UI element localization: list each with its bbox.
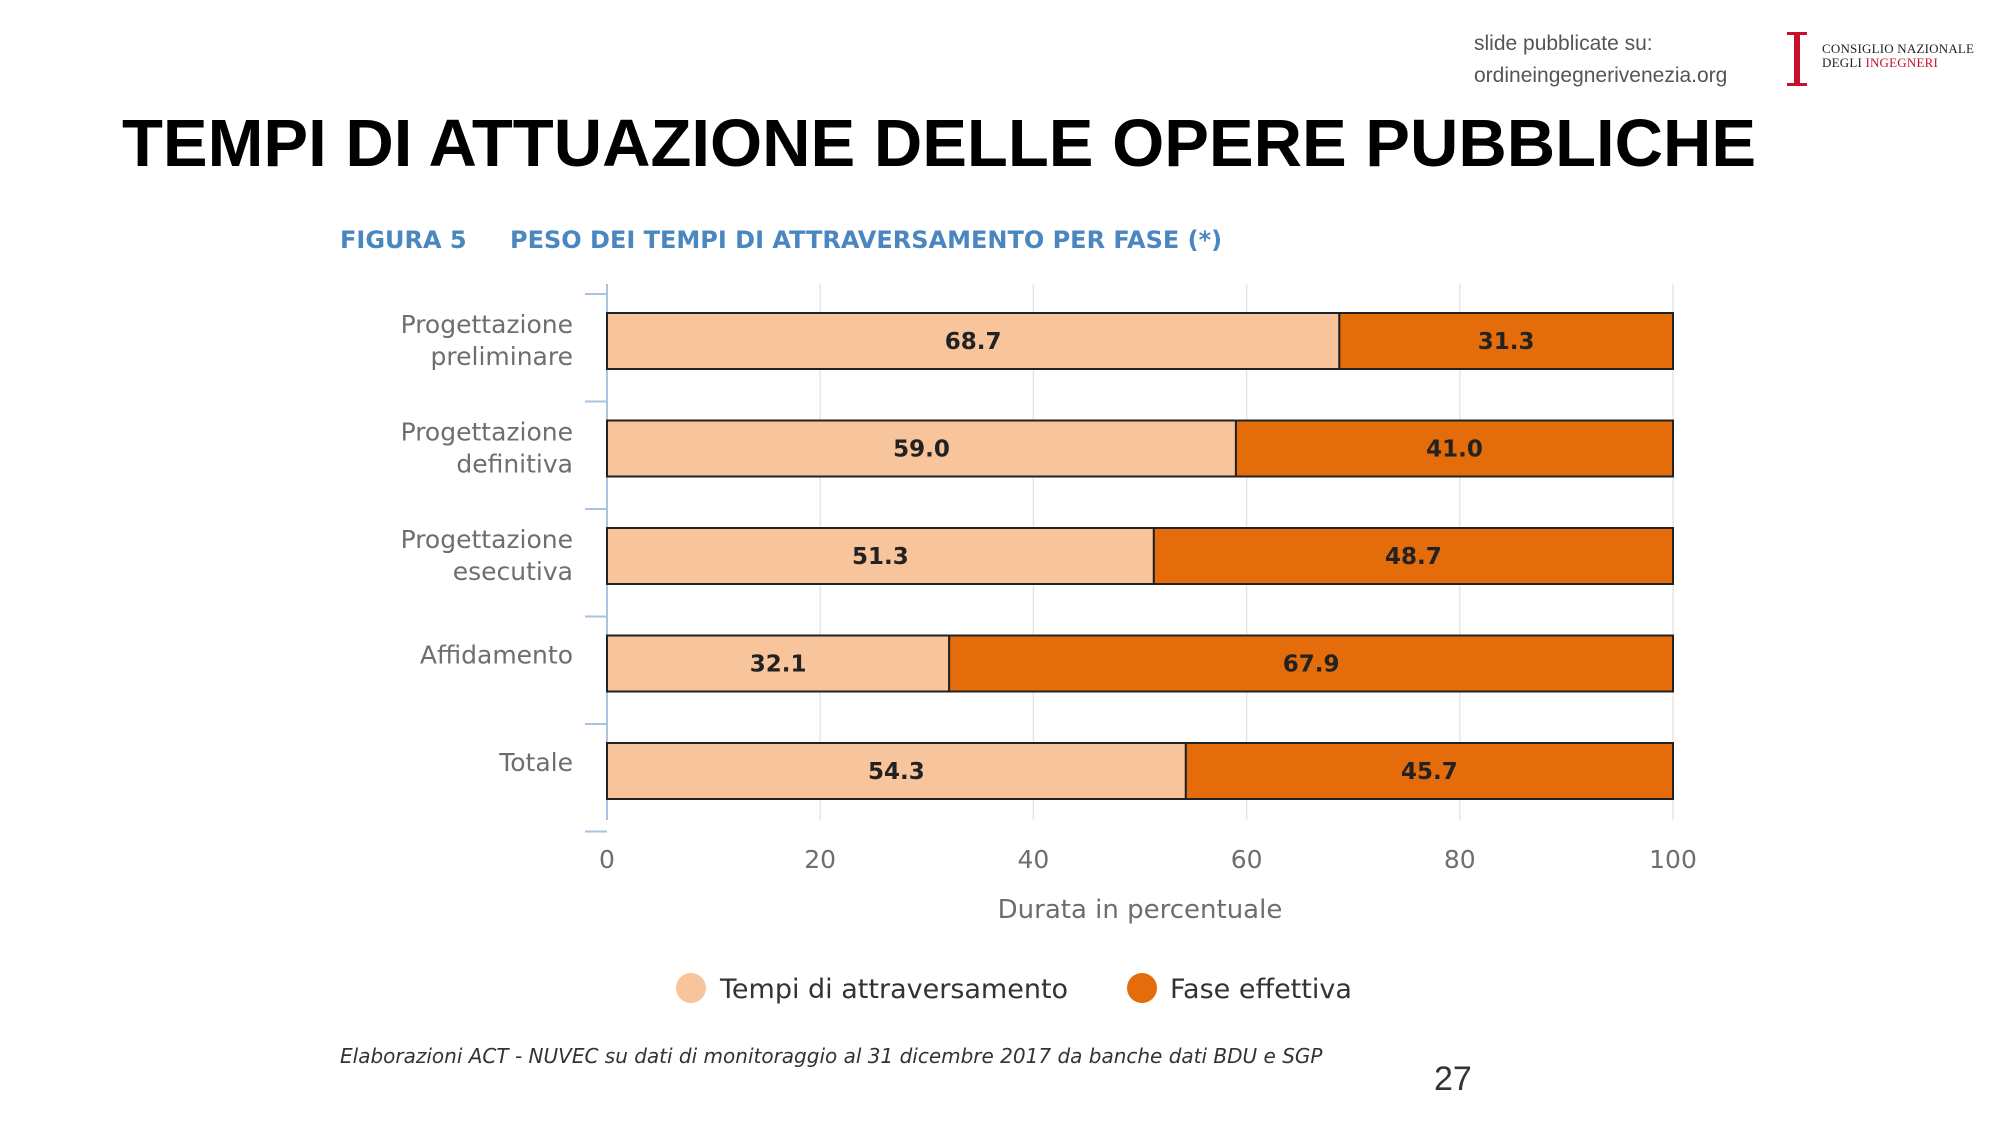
data-label: 51.3 bbox=[852, 544, 909, 570]
data-label: 31.3 bbox=[1478, 329, 1535, 355]
category-label: esecutiva bbox=[453, 557, 573, 586]
bar-tempi-attraversamento bbox=[606, 419, 1237, 478]
logo-line-2b: INGEGNERI bbox=[1865, 55, 1939, 70]
category-label: Progettazione bbox=[401, 418, 573, 447]
x-tick-label: 40 bbox=[1017, 845, 1049, 874]
x-tick-label: 100 bbox=[1649, 845, 1697, 874]
legend-label: Tempi di attraversamento bbox=[719, 974, 1068, 1005]
data-label: 54.3 bbox=[868, 759, 925, 785]
bar-fase-effettiva bbox=[1152, 527, 1675, 585]
bar-fase-effettiva bbox=[1338, 312, 1675, 370]
source-url[interactable]: ordineingegnerivenezia.org bbox=[1474, 64, 1728, 87]
data-label: 45.7 bbox=[1401, 759, 1458, 785]
legend-marker bbox=[676, 973, 706, 1003]
data-label: 41.0 bbox=[1426, 437, 1483, 463]
bar-fase-effettiva bbox=[1234, 419, 1674, 478]
logo-line-1: CONSIGLIO NAZIONALE bbox=[1822, 41, 1975, 56]
cni-logo-text: CONSIGLIO NAZIONALE DEGLI INGEGNERI bbox=[1822, 42, 1974, 70]
category-label: definitiva bbox=[456, 450, 573, 479]
x-axis-label: Durata in percentuale bbox=[998, 895, 1283, 925]
slide-source: slide pubblicate su: ordineingegnerivene… bbox=[1474, 28, 1774, 92]
category-label: Totale bbox=[498, 748, 573, 777]
data-label: 68.7 bbox=[945, 329, 1002, 355]
legend-label: Fase effettiva bbox=[1170, 974, 1352, 1005]
x-tick-label: 0 bbox=[599, 845, 615, 874]
category-label: Progettazione bbox=[401, 525, 573, 554]
x-tick-label: 80 bbox=[1444, 845, 1476, 874]
source-line-1: slide pubblicate su: bbox=[1474, 32, 1653, 55]
data-label: 48.7 bbox=[1385, 544, 1442, 570]
category-label: Progettazione bbox=[401, 310, 573, 339]
figure-number: FIGURA 5 bbox=[340, 226, 467, 254]
source-note: Elaborazioni ACT - NUVEC su dati di moni… bbox=[340, 1044, 1323, 1068]
logo-line-2a: DEGLI bbox=[1822, 55, 1866, 70]
bar-fase-effettiva bbox=[948, 634, 1674, 693]
category-label: preliminare bbox=[431, 342, 573, 371]
category-label: Affidamento bbox=[420, 641, 573, 670]
x-tick-label: 20 bbox=[804, 845, 836, 874]
data-label: 67.9 bbox=[1283, 652, 1340, 678]
figure-title: PESO DEI TEMPI DI ATTRAVERSAMENTO PER FA… bbox=[510, 226, 1223, 254]
data-label: 59.0 bbox=[893, 437, 950, 463]
bar-fase-effettiva bbox=[1184, 742, 1674, 800]
bar-tempi-attraversamento bbox=[606, 742, 1187, 800]
bar-tempi-attraversamento bbox=[606, 634, 951, 693]
x-tick-label: 60 bbox=[1231, 845, 1263, 874]
legend-marker bbox=[1127, 973, 1157, 1003]
data-label: 32.1 bbox=[750, 652, 807, 678]
page-title: TEMPI DI ATTUAZIONE DELLE OPERE PUBBLICH… bbox=[122, 106, 1757, 181]
cni-logo-icon bbox=[1787, 32, 1807, 86]
page-number: 27 bbox=[1434, 1064, 1472, 1098]
